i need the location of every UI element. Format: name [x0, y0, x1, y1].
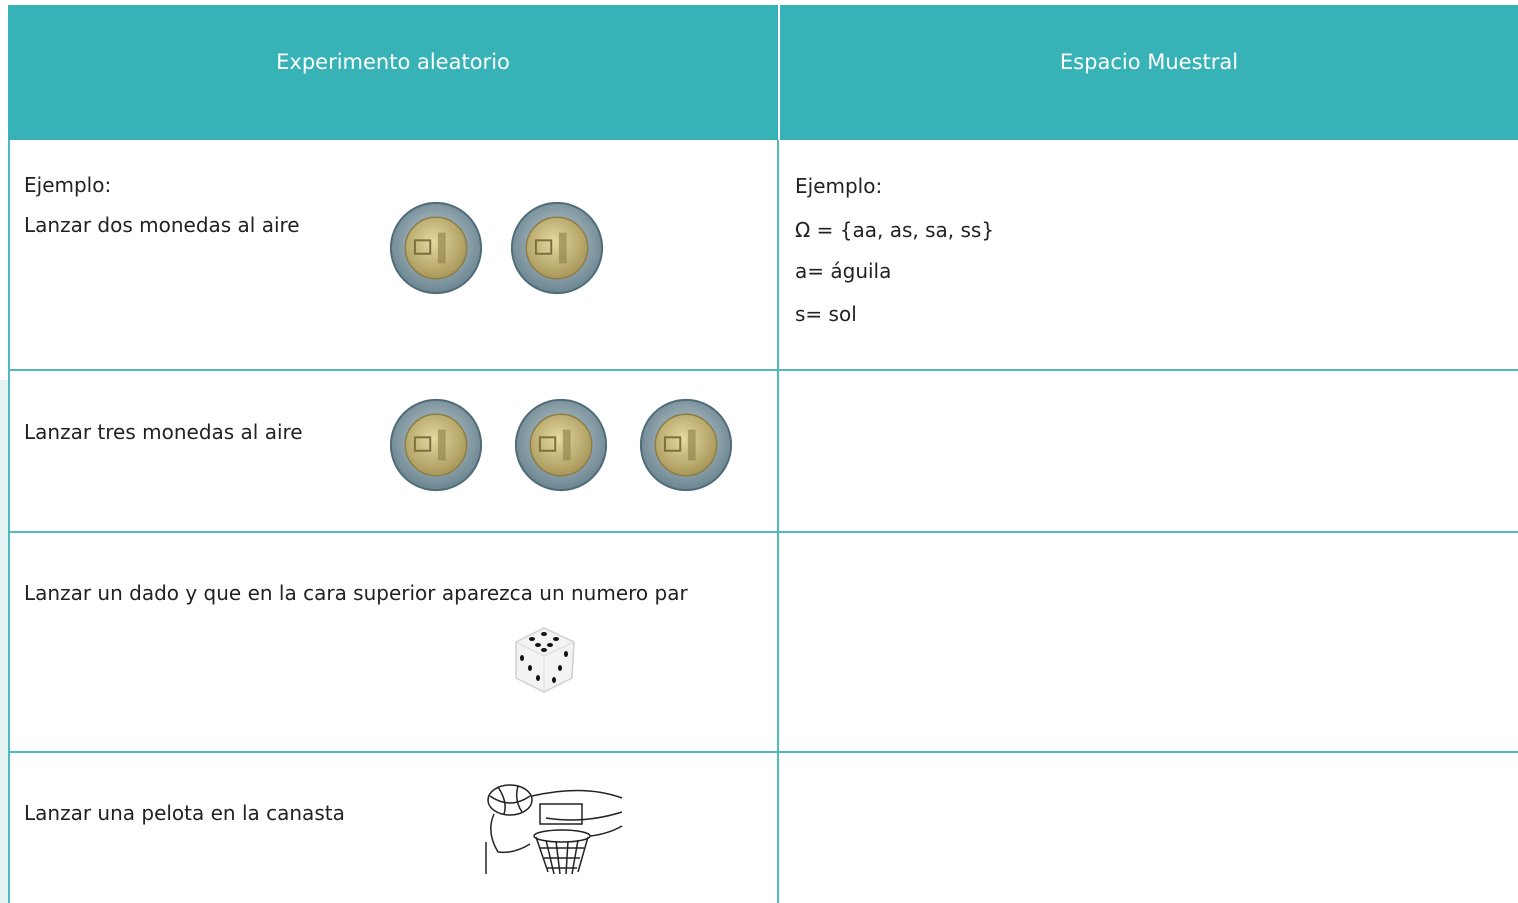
side-strip: [0, 380, 8, 903]
header-cell: [8, 5, 778, 140]
header-cell: [780, 5, 1518, 140]
coin-icon: [389, 398, 483, 492]
border: [8, 140, 10, 903]
cell-text: Lanzar tres monedas al aire: [24, 420, 303, 444]
border: [8, 751, 1518, 753]
coin-icon: [510, 201, 604, 295]
basket-icon: [485, 784, 623, 875]
cell-text: Lanzar dos monedas al aire: [24, 213, 300, 237]
header-text: Experimento aleatorio: [276, 50, 510, 74]
border: [777, 140, 779, 903]
header-divider: [778, 5, 780, 140]
cell-text: Ω = {aa, as, sa, ss}: [795, 218, 995, 242]
die-icon: [515, 627, 575, 693]
border: [8, 369, 1518, 371]
cell-text: Ejemplo:: [24, 173, 112, 197]
header-text: Espacio Muestral: [1059, 50, 1239, 74]
cell-text: Lanzar un dado y que en la cara superior…: [24, 581, 688, 605]
cell-text: a= águila: [795, 259, 892, 283]
cell-text: s= sol: [795, 302, 857, 326]
border: [8, 531, 1518, 533]
coin-icon: [514, 398, 608, 492]
coin-icon: [639, 398, 733, 492]
coin-icon: [389, 201, 483, 295]
cell-text: Lanzar una pelota en la canasta: [24, 801, 345, 825]
cell-text: Ejemplo:: [795, 174, 883, 198]
